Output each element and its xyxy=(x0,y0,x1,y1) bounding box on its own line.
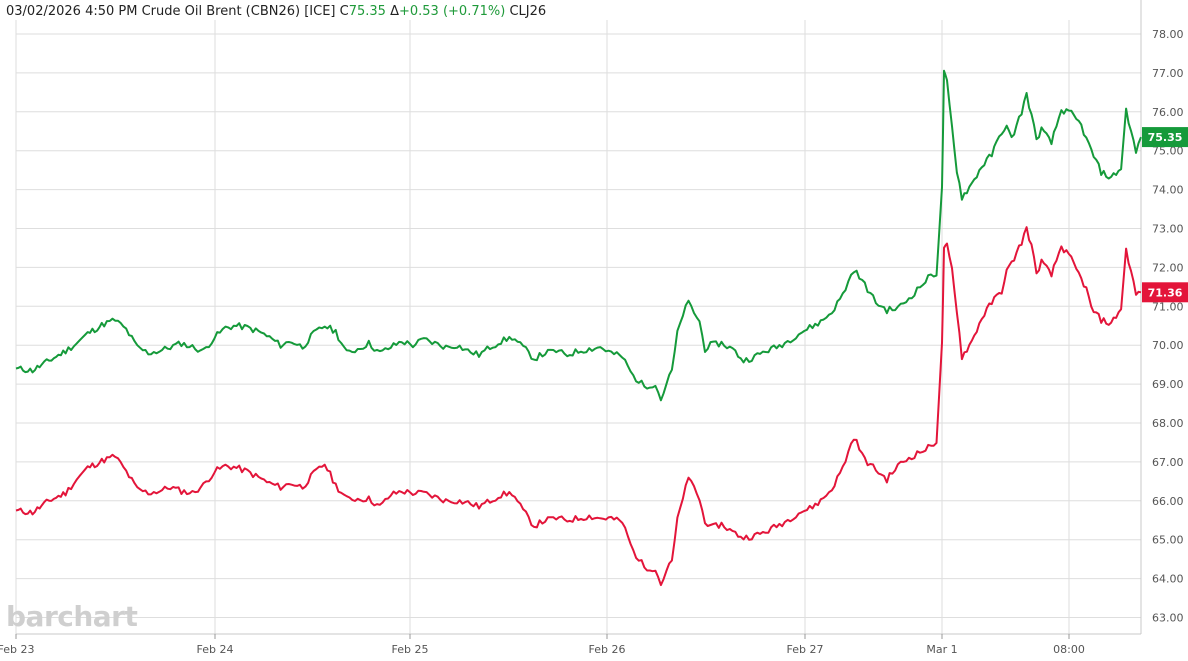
x-tick-label: 08:00 xyxy=(1053,643,1085,656)
last-price-tag-bg xyxy=(1142,127,1188,148)
y-tick-label: 77.00 xyxy=(1152,67,1184,80)
last-price-tag-clj26: 71.36 xyxy=(1142,282,1188,303)
y-tick-label: 76.00 xyxy=(1152,106,1184,119)
header-date: 03/02/2026 xyxy=(6,4,81,19)
header-close-value: 75.35 xyxy=(348,4,386,19)
y-tick-label: 66.00 xyxy=(1152,495,1184,508)
y-tick-label: 69.00 xyxy=(1152,378,1184,391)
last-price-tag-text: 71.36 xyxy=(1148,286,1183,299)
y-tick-label: 78.00 xyxy=(1152,28,1184,41)
y-tick-label: 63.00 xyxy=(1152,612,1184,625)
x-tick-label: Feb 24 xyxy=(197,643,234,656)
x-tick-label: Feb 25 xyxy=(392,643,429,656)
x-axis: Feb 23 Feb 24 Feb 25 Feb 26 Feb 27 Mar 1 08:00 xyxy=(0,634,1085,656)
barchart-logo: barchart xyxy=(6,600,138,633)
last-price-tag-cbn26: 75.35 xyxy=(1142,127,1188,148)
y-tick-label: 73.00 xyxy=(1152,223,1184,236)
y-axis: 63.00 64.00 65.00 66.00 67.00 68.00 69.00 70.00… xyxy=(1152,28,1184,625)
header-time: 4:50 PM xyxy=(85,4,138,19)
chart-grid xyxy=(15,0,1142,635)
header-compare-symbol: CLJ26 xyxy=(509,4,547,19)
y-tick-label: 74.00 xyxy=(1152,184,1184,197)
header-instrument: Crude Oil Brent (CBN26) [ICE] xyxy=(141,4,336,19)
x-tick-label: Feb 23 xyxy=(0,643,34,656)
y-tick-label: 67.00 xyxy=(1152,456,1184,469)
series-line-cbn26 xyxy=(15,69,1142,402)
last-price-tags: 75.35 71.36 xyxy=(1142,127,1188,303)
header-close-label: C xyxy=(339,4,349,19)
chart-lines xyxy=(15,69,1142,587)
last-price-tag-text: 75.35 xyxy=(1148,131,1183,144)
header-change-value: +0.53 (+0.71%) xyxy=(398,4,506,19)
x-tick-label: Mar 1 xyxy=(926,643,957,656)
x-tick-label: Feb 26 xyxy=(589,643,626,656)
y-tick-label: 71.00 xyxy=(1152,300,1184,313)
y-tick-label: 64.00 xyxy=(1152,573,1184,586)
header-change-label: Δ xyxy=(390,4,399,19)
y-tick-label: 72.00 xyxy=(1152,261,1184,274)
last-price-tag-bg xyxy=(1142,282,1188,303)
series-line-clj26 xyxy=(15,226,1142,587)
y-tick-label: 65.00 xyxy=(1152,534,1184,547)
y-tick-label: 70.00 xyxy=(1152,339,1184,352)
y-tick-label: 68.00 xyxy=(1152,417,1184,430)
x-tick-label: Feb 27 xyxy=(787,643,824,656)
y-tick-label: 75.00 xyxy=(1152,145,1184,158)
chart-header: 03/02/2026 4:50 PM Crude Oil Brent (CBN2… xyxy=(6,4,546,19)
